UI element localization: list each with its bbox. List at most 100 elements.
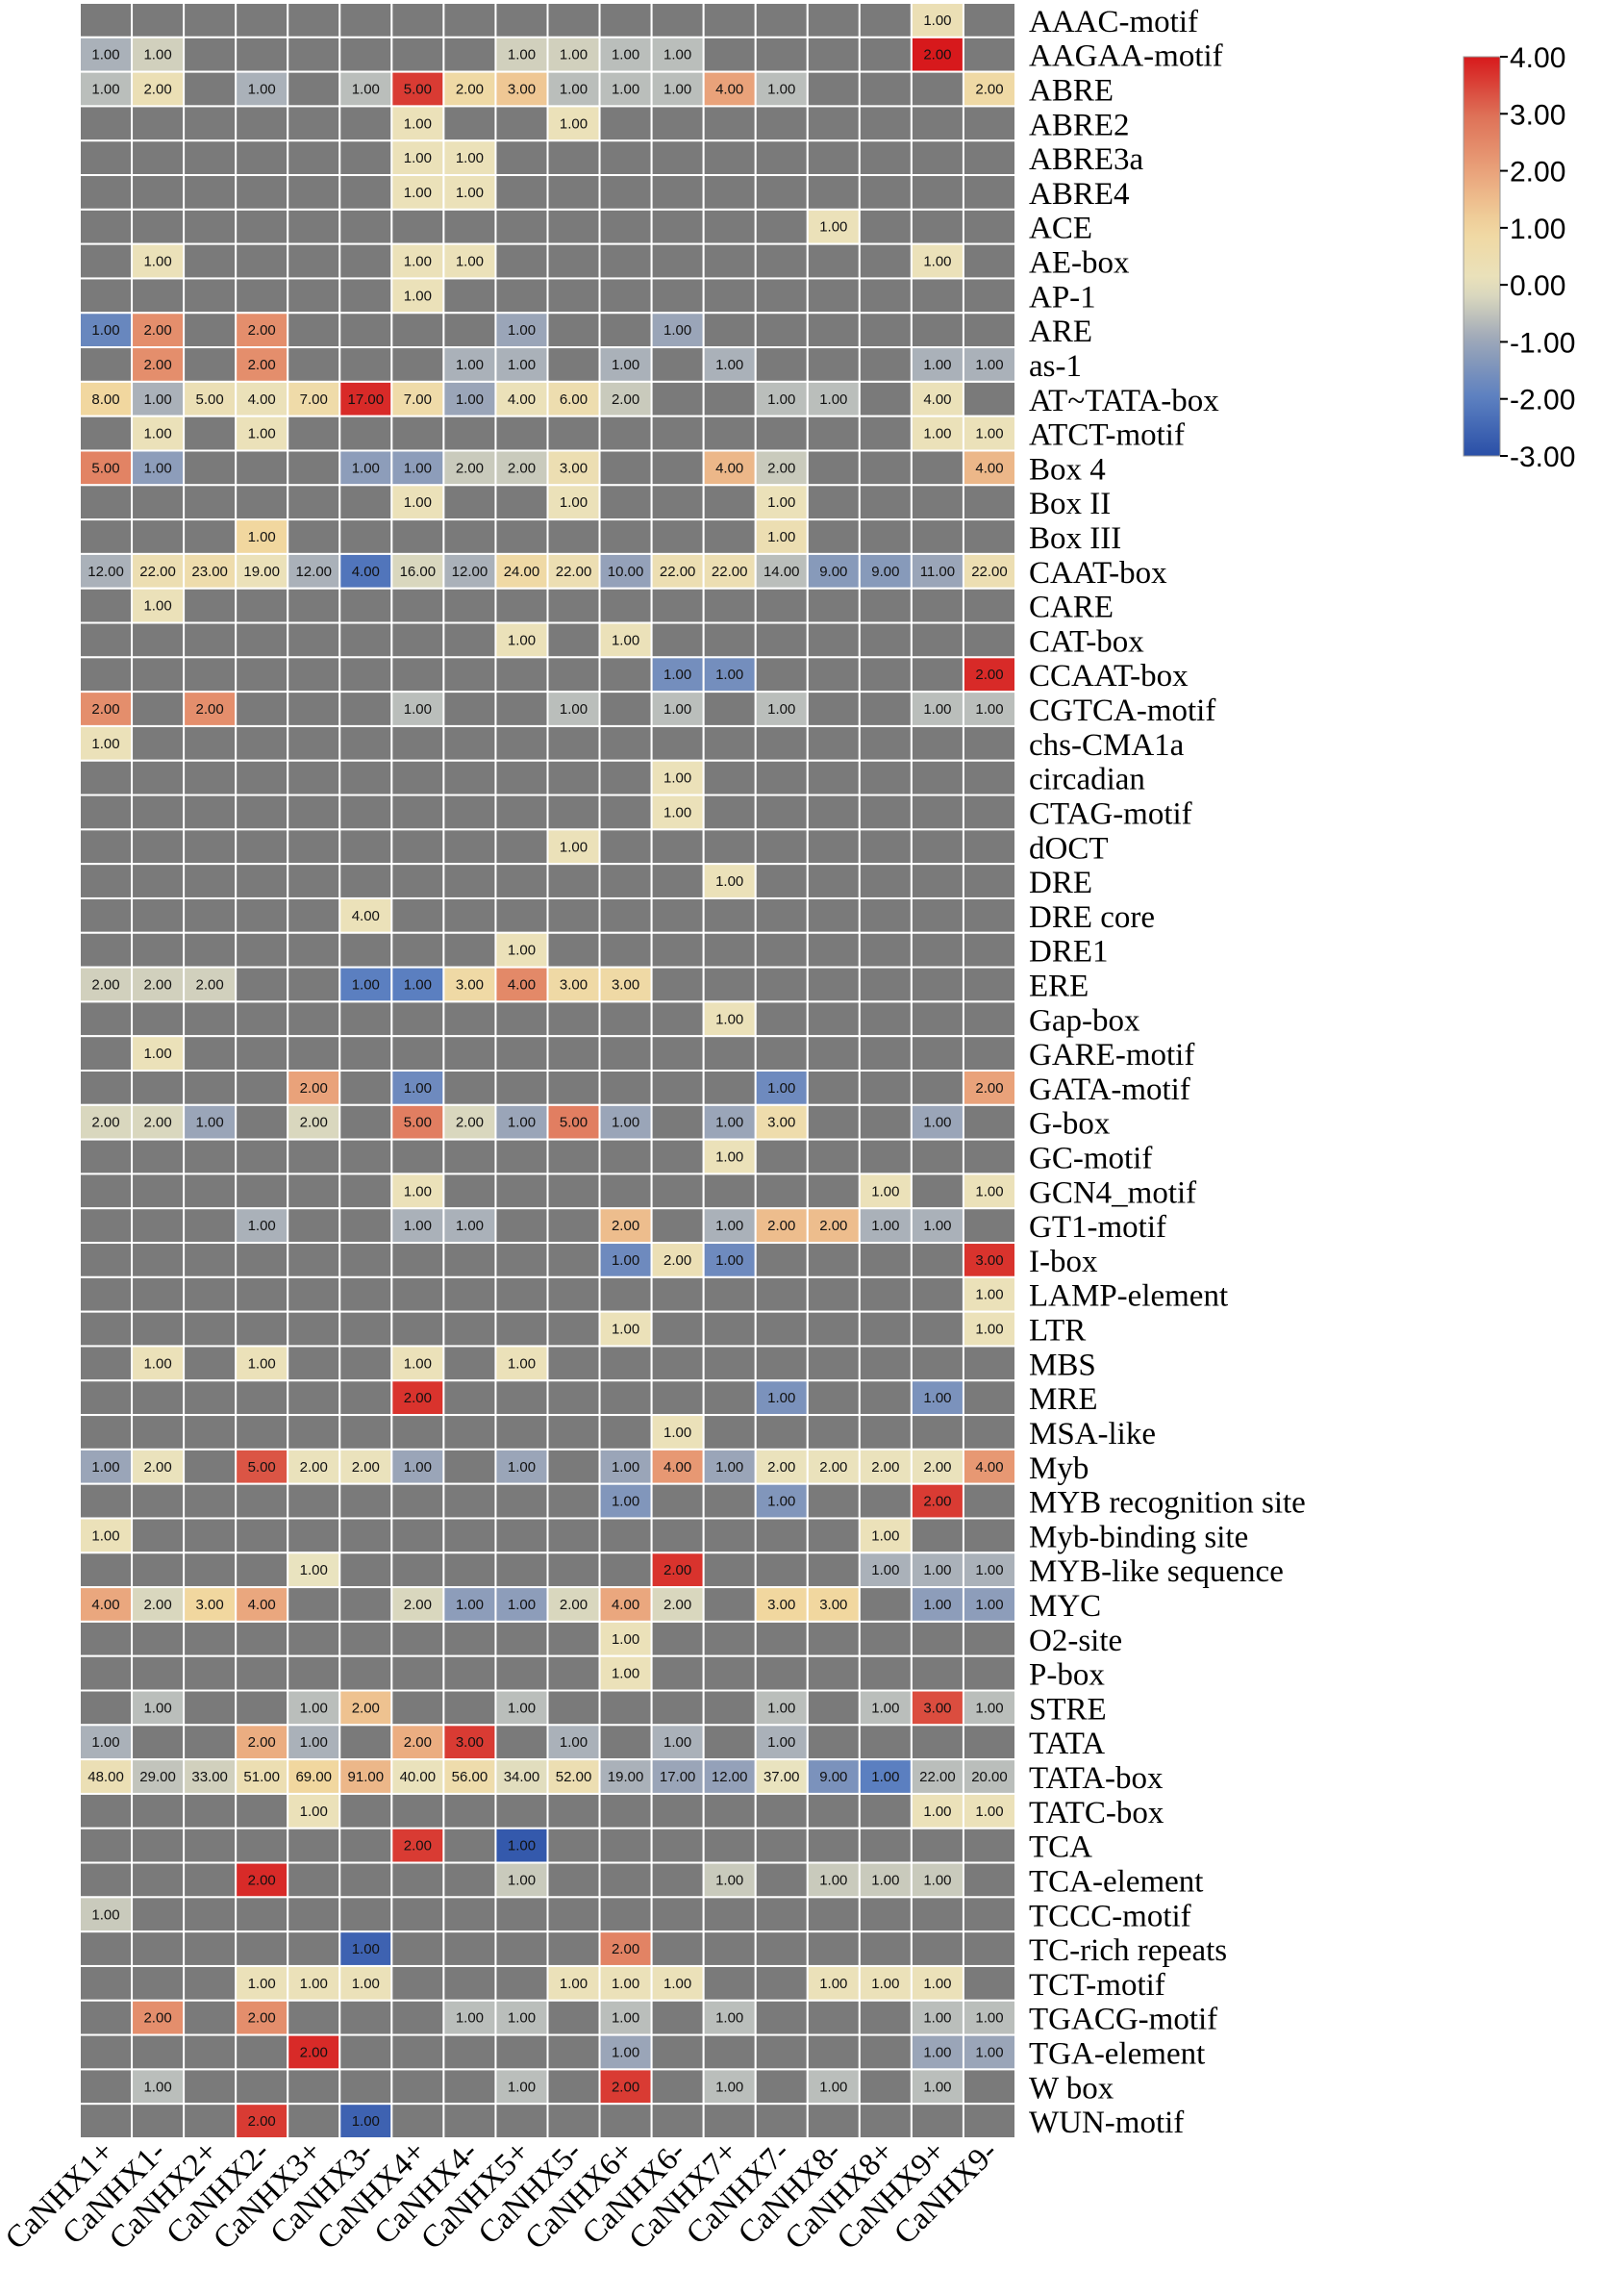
row-label: ABRE3a [1029, 142, 1144, 177]
heatmap-cell [131, 1035, 186, 1072]
cell-value-label: 23.00 [191, 564, 228, 580]
row-label: TATC-box [1029, 1796, 1164, 1830]
heatmap-cell [494, 1035, 549, 1072]
heatmap-cell [131, 70, 186, 108]
heatmap-cell [390, 1861, 445, 1899]
heatmap-cell [858, 794, 913, 831]
heatmap-cell [702, 105, 757, 142]
heatmap-cell [598, 896, 653, 934]
row-label: GATA-motif [1029, 1072, 1190, 1107]
heatmap-cell [131, 105, 186, 142]
heatmap-cell [235, 2, 289, 38]
cell-value-label: 1.00 [404, 1459, 432, 1476]
heatmap-cell [183, 139, 238, 177]
cell-value-label: 2.00 [612, 1941, 639, 1957]
heatmap-cell [962, 931, 1017, 969]
heatmap-cell [287, 794, 341, 831]
cell-value-label: 7.00 [404, 391, 432, 408]
heatmap-cell [79, 1552, 134, 1589]
heatmap-cell [131, 208, 186, 245]
heatmap-cell [183, 552, 238, 590]
cell-value-label: 1.00 [871, 1218, 899, 1234]
heatmap-cell [546, 1930, 601, 1967]
heatmap-cell [442, 1792, 497, 1829]
heatmap-cell [910, 1310, 964, 1348]
heatmap-cell [754, 1035, 809, 1072]
heatmap-cell [910, 1758, 964, 1795]
row-label: TCCC-motif [1029, 1899, 1191, 1933]
heatmap-cell [962, 1173, 1017, 1210]
cell-value-label: 5.00 [560, 1115, 588, 1131]
heatmap-cell [546, 346, 601, 383]
heatmap-cell [910, 36, 964, 73]
heatmap-cell [390, 1999, 445, 2036]
heatmap-cell [806, 242, 861, 280]
heatmap-cell [962, 2, 1017, 38]
cell-value-label: 2.00 [352, 1459, 380, 1476]
heatmap-cell [131, 552, 186, 590]
heatmap-cell [338, 484, 393, 521]
cell-value-label: 3.00 [508, 82, 536, 98]
heatmap-cell [754, 1999, 809, 2036]
heatmap-cell [650, 1586, 705, 1623]
cell-value-label: 1.00 [143, 598, 171, 615]
heatmap-cell [131, 863, 186, 899]
heatmap-cell [235, 1275, 289, 1313]
heatmap-cell [338, 1517, 393, 1554]
cell-value-label: 4.00 [975, 1459, 1003, 1476]
heatmap-cell [910, 1000, 964, 1038]
heatmap-cell [442, 1173, 497, 1210]
row-label: Gap-box [1029, 1003, 1140, 1038]
heatmap-cell [598, 1482, 653, 1520]
heatmap-cell [546, 1482, 601, 1520]
heatmap-cell [962, 1861, 1017, 1899]
heatmap-cell [183, 2103, 238, 2139]
heatmap-cell [702, 242, 757, 280]
heatmap-cell [183, 1689, 238, 1727]
row-label: MYB recognition site [1029, 1486, 1306, 1521]
cell-value-label: 1.00 [404, 1080, 432, 1097]
heatmap-cell [754, 1792, 809, 1829]
cell-value-label: 2.00 [767, 1218, 795, 1234]
heatmap-cell [183, 1654, 238, 1692]
heatmap-cell [806, 277, 861, 315]
heatmap-cell [962, 1620, 1017, 1657]
heatmap-cell [235, 1379, 289, 1417]
cell-value-label: 1.00 [91, 322, 119, 339]
heatmap-cell [287, 518, 341, 555]
heatmap-cell [702, 1000, 757, 1038]
heatmap-cell [858, 1035, 913, 1072]
cell-value-label: 1.00 [456, 1597, 484, 1613]
heatmap-cell [858, 724, 913, 762]
heatmap-cell [754, 1138, 809, 1175]
heatmap-cell [79, 1792, 134, 1829]
row-label: LTR [1029, 1314, 1086, 1349]
heatmap-cell [390, 621, 445, 659]
heatmap-cell [650, 2103, 705, 2139]
heatmap-cell [79, 656, 134, 694]
heatmap-cell [79, 2068, 134, 2106]
heatmap-cell [650, 242, 705, 280]
heatmap-cell [546, 2068, 601, 2106]
heatmap-cell [79, 1035, 134, 1072]
heatmap-cell [858, 1173, 913, 1210]
heatmap-cell [390, 1482, 445, 1520]
heatmap-cell [806, 518, 861, 555]
heatmap-cell [598, 1070, 653, 1106]
colorbar-tick-label: -3.00 [1510, 442, 1575, 473]
heatmap-cell [442, 1482, 497, 1520]
colorbar-tick-label: 4.00 [1510, 42, 1565, 74]
cell-value-label: 1.00 [715, 2010, 743, 2027]
row-label: MBS [1029, 1348, 1096, 1382]
heatmap-cell [338, 621, 393, 659]
heatmap-cell [546, 1654, 601, 1692]
heatmap-cell [650, 1654, 705, 1692]
cell-value-label: 2.00 [819, 1459, 847, 1476]
row-label: O2-site [1029, 1624, 1122, 1658]
heatmap-cell [494, 1242, 549, 1278]
heatmap-cell [962, 312, 1017, 349]
heatmap-cell [131, 1173, 186, 1210]
heatmap-cell [546, 1173, 601, 1210]
heatmap-cell [962, 1242, 1017, 1278]
heatmap-cell [494, 1654, 549, 1692]
